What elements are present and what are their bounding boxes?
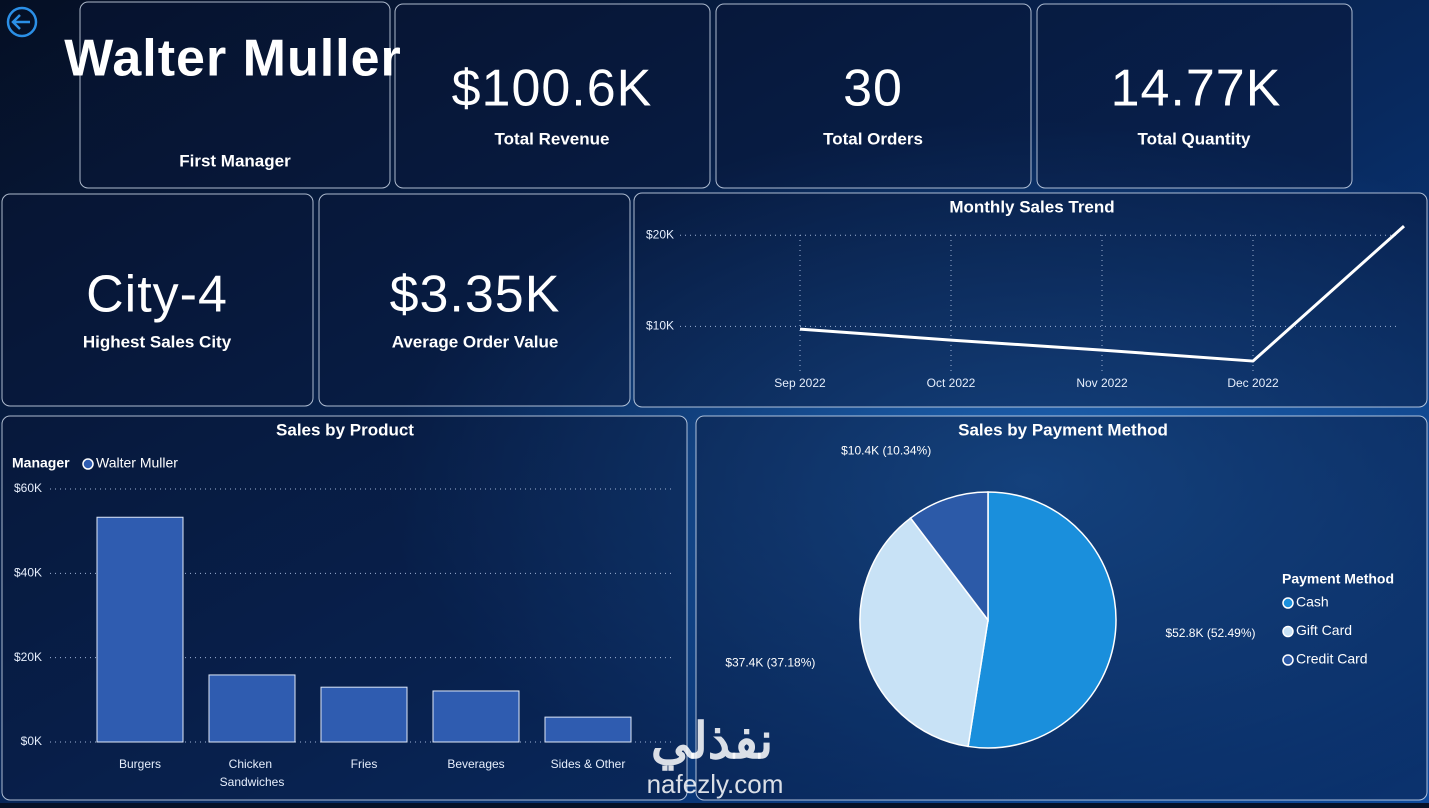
pie-slice (967, 491, 1117, 749)
chart-title: Sales by Product (276, 420, 414, 439)
x-tick-label: Dec 2022 (1227, 376, 1279, 390)
data-label: $10.4K (10.34%) (841, 443, 931, 457)
bar (96, 516, 184, 743)
card (1036, 3, 1353, 189)
x-tick-label: Fries (351, 757, 378, 771)
card-label: Highest Sales City (83, 332, 232, 351)
bar (432, 690, 520, 743)
x-tick-label: Oct 2022 (927, 376, 976, 390)
y-tick-label: $20K (646, 227, 674, 241)
y-tick-label: $40K (14, 566, 42, 580)
card (318, 193, 631, 407)
legend-marker (1282, 625, 1294, 638)
bar (320, 686, 408, 743)
chart-title: Sales by Payment Method (958, 420, 1168, 439)
pie-slice (909, 491, 989, 623)
y-tick-label: $20K (14, 650, 42, 664)
legend-title: Manager (12, 455, 70, 471)
pie-slice (859, 517, 989, 748)
legend-label: Cash (1296, 594, 1329, 610)
legend-label: Walter Muller (96, 455, 178, 471)
card-label: First Manager (179, 151, 291, 170)
watermark: نفذلي (651, 713, 773, 771)
chart-title: Monthly Sales Trend (949, 197, 1114, 216)
legend-marker (1282, 597, 1294, 609)
line (799, 224, 1405, 363)
legend-marker (1282, 654, 1294, 666)
legend-title: Payment Method (1282, 571, 1394, 587)
data-label: $52.8K (52.49%) (1165, 626, 1255, 640)
card-value: City-4 (86, 266, 228, 324)
card (715, 3, 1032, 189)
legend-label: Gift Card (1296, 622, 1352, 638)
card-label: Total Quantity (1137, 129, 1251, 148)
card-value: 30 (843, 60, 903, 118)
y-tick-label: $10K (646, 319, 674, 333)
watermark: nafezly.com (647, 769, 784, 799)
y-tick-label: $0K (21, 734, 42, 748)
data-label: $37.4K (37.18%) (725, 656, 815, 670)
x-tick-label: Chicken Sandwiches (220, 757, 285, 789)
x-tick-label: Beverages (447, 757, 504, 771)
legend-marker (82, 458, 94, 470)
card-value: $3.35K (390, 266, 561, 324)
card-value: Walter Muller (64, 30, 402, 88)
card (79, 1, 391, 189)
card-label: Total Revenue (495, 129, 610, 148)
card-label: Total Orders (823, 129, 923, 148)
legend-label: Credit Card (1296, 651, 1368, 667)
x-tick-label: Sides & Other (551, 757, 626, 771)
bar (208, 674, 296, 743)
back-button[interactable] (6, 6, 38, 38)
x-tick-label: Nov 2022 (1076, 376, 1128, 390)
bar (544, 716, 632, 743)
card (394, 3, 711, 189)
card-value: 14.77K (1111, 60, 1282, 118)
card-label: Average Order Value (392, 332, 559, 351)
card-value: $100.6K (452, 60, 653, 118)
x-tick-label: Burgers (119, 757, 161, 771)
y-tick-label: $60K (14, 481, 42, 495)
x-tick-label: Sep 2022 (774, 376, 826, 390)
card (1, 193, 314, 407)
chart-panel (633, 192, 1428, 408)
